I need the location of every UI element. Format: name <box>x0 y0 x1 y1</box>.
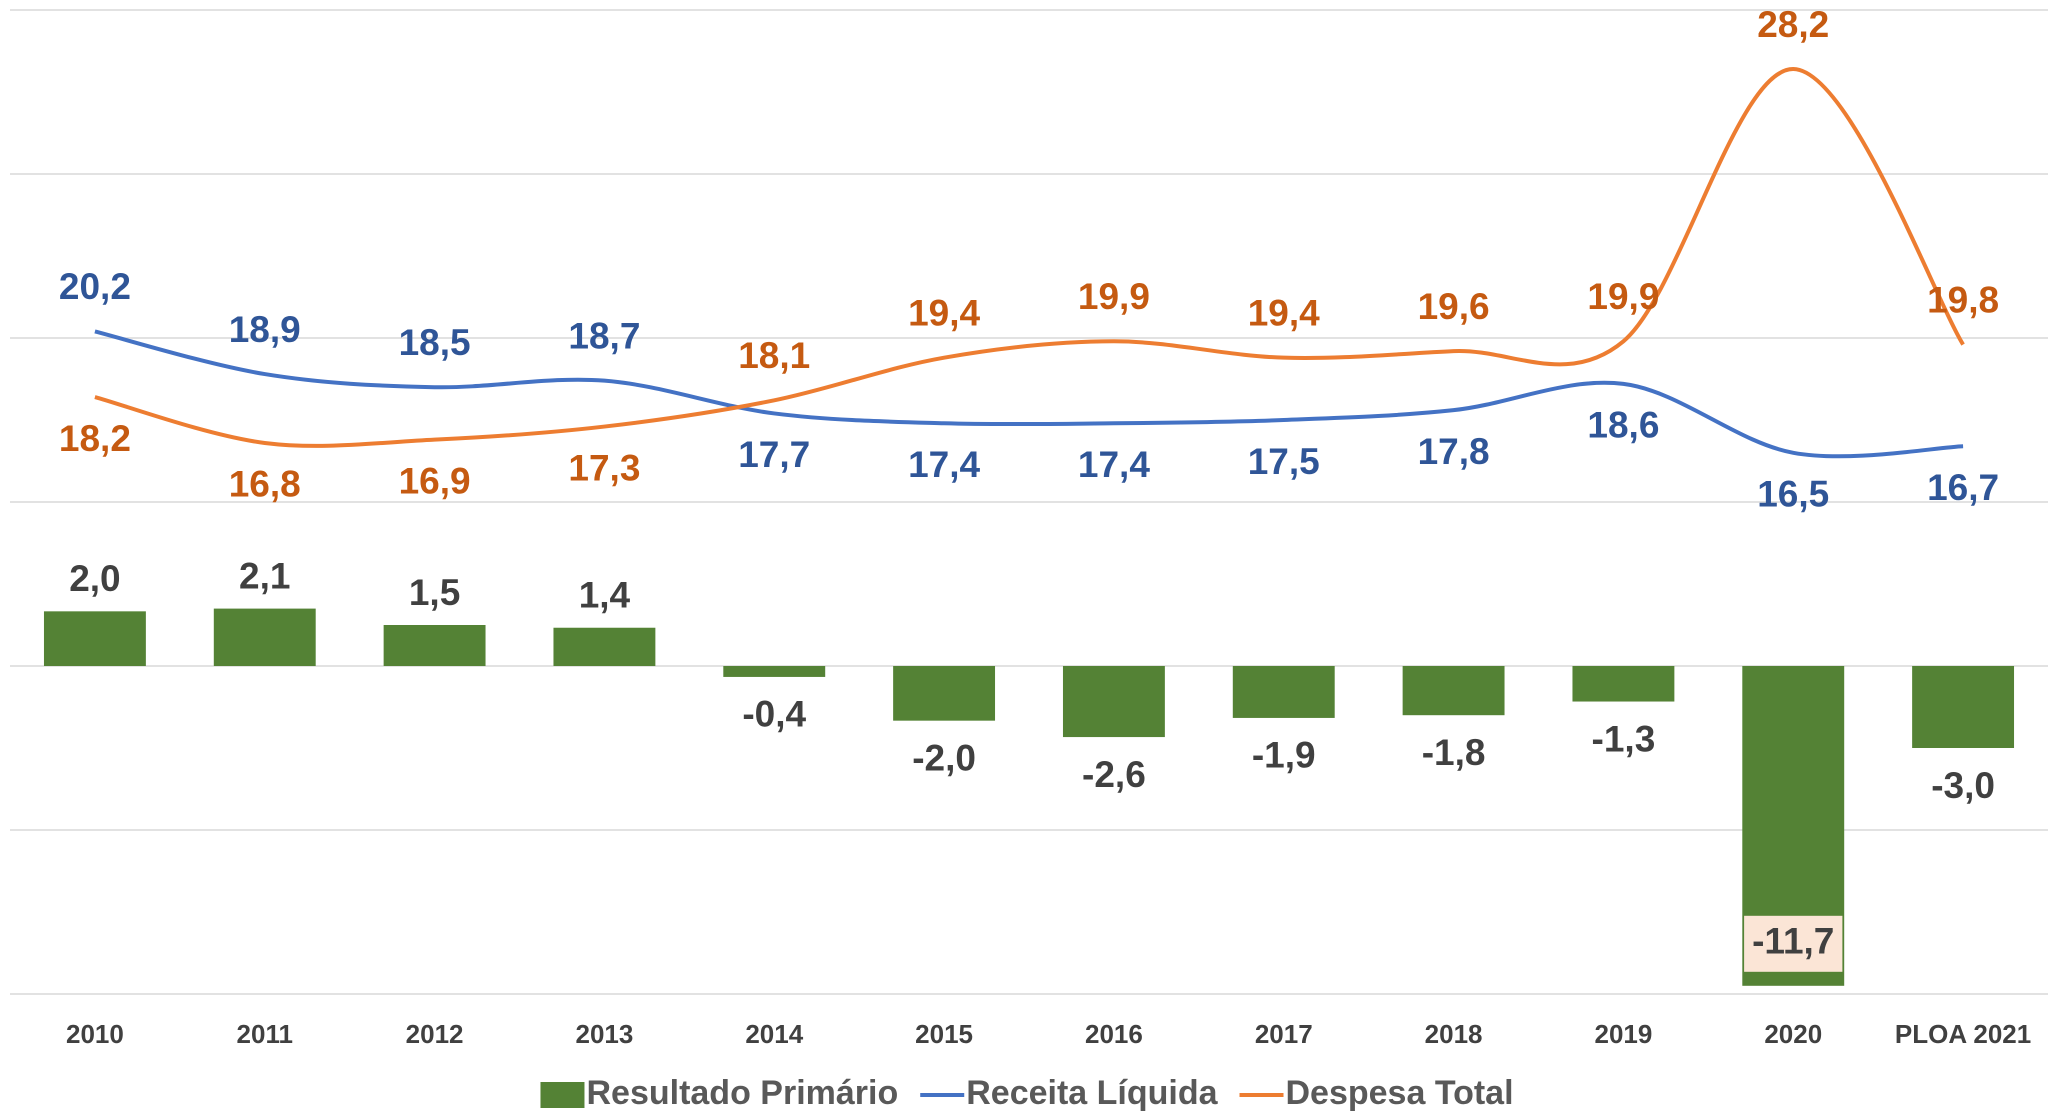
bar <box>553 627 656 666</box>
data-label: 19,9 <box>1587 276 1659 317</box>
line <box>94 329 1964 459</box>
data-label: 18,7 <box>568 315 640 356</box>
x-tick-label: 2010 <box>66 1019 124 1049</box>
data-label: -2,6 <box>1082 754 1146 795</box>
bar <box>1572 666 1675 702</box>
data-label: 19,4 <box>908 292 980 333</box>
x-tick-label: 2018 <box>1425 1019 1483 1049</box>
data-label: 17,5 <box>1248 441 1320 482</box>
bar <box>43 611 146 666</box>
data-label: 18,6 <box>1587 405 1659 446</box>
data-label: 18,9 <box>229 309 301 350</box>
data-label: 2,1 <box>239 555 290 596</box>
data-label: 28,2 <box>1757 4 1829 45</box>
bar <box>383 625 486 666</box>
legend: Resultado Primário Receita Líquida Despesa… <box>540 1074 1514 1112</box>
x-tick-label: 2015 <box>915 1019 973 1049</box>
bar <box>723 666 826 677</box>
data-label: 18,2 <box>59 418 131 459</box>
x-tick-label: 2019 <box>1594 1019 1652 1049</box>
x-tick-label: 2014 <box>745 1019 803 1049</box>
data-label: 16,5 <box>1757 474 1829 515</box>
line <box>94 67 1965 448</box>
data-label: 19,9 <box>1078 276 1150 317</box>
data-label: 20,2 <box>59 266 131 307</box>
data-label: -1,8 <box>1422 732 1486 773</box>
data-label: -1,9 <box>1252 735 1316 776</box>
data-label: 17,8 <box>1418 431 1490 472</box>
bar <box>213 608 316 666</box>
data-label: 16,9 <box>399 460 471 501</box>
label-box <box>1744 915 1843 972</box>
legend-label: Resultado Primário <box>586 1074 898 1112</box>
x-tick-label: 2011 <box>237 1019 293 1049</box>
data-label: -0,4 <box>742 694 806 735</box>
data-label: 19,6 <box>1418 286 1490 327</box>
bar <box>1912 666 2015 748</box>
data-label: 16,8 <box>229 464 301 505</box>
data-label: 17,3 <box>568 447 640 488</box>
bar <box>893 666 996 721</box>
data-label: 18,1 <box>738 335 810 376</box>
data-label: 19,8 <box>1927 279 1999 320</box>
data-label: 19,4 <box>1248 292 1320 333</box>
data-label: -3,0 <box>1931 765 1995 806</box>
legend-label: Receita Líquida <box>966 1074 1218 1112</box>
x-tick-label: 2012 <box>406 1019 464 1049</box>
bar <box>1232 666 1335 718</box>
data-label: 17,4 <box>908 444 980 485</box>
bar <box>1062 666 1165 738</box>
data-label: 18,5 <box>399 322 471 363</box>
legend-swatch <box>540 1082 585 1108</box>
x-tick-label: 2013 <box>575 1019 633 1049</box>
data-label: 17,7 <box>738 434 810 475</box>
data-label: 1,5 <box>409 572 460 613</box>
x-tick-label: 2020 <box>1764 1019 1822 1049</box>
data-label: -11,7 <box>1752 921 1834 962</box>
data-label: 2,0 <box>69 558 120 599</box>
data-label: 16,7 <box>1927 467 1999 508</box>
data-label: -1,3 <box>1592 718 1656 759</box>
x-tick-label: 2017 <box>1255 1019 1313 1049</box>
legend-label: Despesa Total <box>1286 1074 1514 1112</box>
data-label: -2,0 <box>912 737 976 778</box>
data-label: 1,4 <box>579 575 631 616</box>
x-tick-label: 2016 <box>1085 1019 1143 1049</box>
bar <box>1402 666 1505 716</box>
data-label: 17,4 <box>1078 444 1150 485</box>
x-tick-label: PLOA 2021 <box>1895 1019 2031 1049</box>
